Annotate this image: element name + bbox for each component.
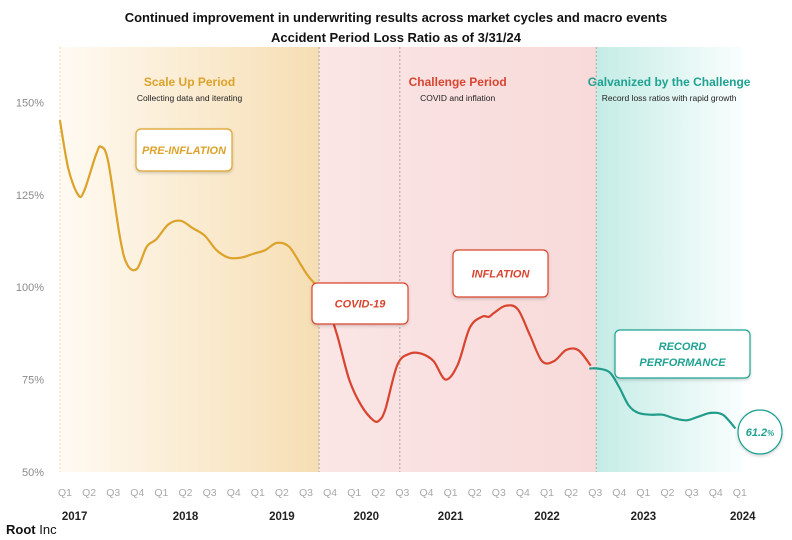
annotation: COVID-19 (311, 282, 409, 325)
y-tick-label: 150% (16, 97, 44, 109)
x-tick-label: Q1 (347, 487, 361, 499)
annotation-label: PERFORMANCE (639, 357, 726, 369)
x-tick-label: Q3 (106, 487, 120, 499)
x-tick-label: Q4 (709, 487, 723, 499)
x-tick-label: Q4 (516, 487, 530, 499)
chart-title: Continued improvement in underwriting re… (124, 10, 668, 25)
x-tick-label: Q2 (564, 487, 578, 499)
x-tick-label: Q1 (154, 487, 168, 499)
root-logo: Root Inc (6, 522, 57, 537)
x-tick-label: Q1 (58, 487, 72, 499)
x-tick-label: Q4 (130, 487, 144, 499)
period-title: Scale Up Period (144, 75, 235, 89)
period-band (60, 47, 320, 472)
final-value-bubble: 61.2% (737, 409, 783, 455)
chart-subtitle: Accident Period Loss Ratio as of 3/31/24 (271, 30, 521, 45)
year-label: 2020 (353, 511, 379, 523)
annotation-box (614, 329, 751, 379)
x-tick-label: Q2 (275, 487, 289, 499)
y-tick-label: 50% (22, 467, 44, 479)
annotation: INFLATION (452, 249, 549, 298)
year-label: 2017 (62, 511, 88, 523)
series-line (316, 286, 592, 423)
annotation-box (311, 282, 409, 325)
brand-name: Root (6, 522, 36, 537)
brand-suffix: Inc (39, 522, 57, 537)
x-tick-label: Q4 (227, 487, 241, 499)
annotation: PRE-INFLATION (135, 128, 233, 172)
annotation-label: PRE-INFLATION (142, 145, 227, 157)
year-label: 2023 (631, 511, 657, 523)
x-tick-label: Q2 (178, 487, 192, 499)
x-tick-label: Q3 (492, 487, 506, 499)
series-line (589, 367, 736, 429)
final-value-circle (737, 409, 783, 455)
y-tick-label: 75% (22, 375, 44, 387)
x-tick-label: Q1 (540, 487, 554, 499)
period-title: Galvanized by the Challenge (588, 75, 751, 89)
x-tick-label: Q3 (685, 487, 699, 499)
year-label: 2024 (730, 511, 756, 523)
x-tick-label: Q2 (468, 487, 482, 499)
annotation-label: COVID-19 (335, 299, 387, 311)
x-tick-label: Q4 (612, 487, 626, 499)
x-tick-label: Q2 (660, 487, 674, 499)
year-label: 2022 (534, 511, 560, 523)
year-label: 2021 (438, 511, 464, 523)
x-tick-label: Q2 (82, 487, 96, 499)
series-line (58, 119, 319, 289)
annotation-box (452, 249, 549, 298)
x-tick-label: Q3 (299, 487, 313, 499)
period-subtitle: Collecting data and iterating (137, 93, 243, 103)
x-tick-label: Q3 (203, 487, 217, 499)
period-title: Challenge Period (409, 75, 507, 89)
annotation-label: RECORD (659, 341, 707, 353)
period-subtitle: COVID and inflation (420, 93, 495, 103)
x-tick-label: Q1 (251, 487, 265, 499)
year-label: 2019 (269, 511, 295, 523)
annotation-label: INFLATION (472, 269, 531, 281)
x-tick-label: Q3 (395, 487, 409, 499)
period-band (596, 47, 743, 472)
final-value-label: 61.2% (746, 427, 775, 439)
x-tick-label: Q4 (323, 487, 337, 499)
x-tick-label: Q3 (588, 487, 602, 499)
y-tick-label: 100% (16, 282, 44, 294)
annotation-box (135, 128, 233, 172)
year-label: 2018 (173, 511, 199, 523)
x-tick-label: Q1 (444, 487, 458, 499)
period-subtitle: Record loss ratios with rapid growth (602, 93, 737, 103)
y-tick-label: 125% (16, 190, 44, 202)
x-tick-label: Q1 (733, 487, 747, 499)
annotation: RECORD PERFORMANCE (614, 329, 751, 379)
x-tick-label: Q4 (419, 487, 433, 499)
x-tick-label: Q1 (636, 487, 650, 499)
x-tick-label: Q2 (371, 487, 385, 499)
